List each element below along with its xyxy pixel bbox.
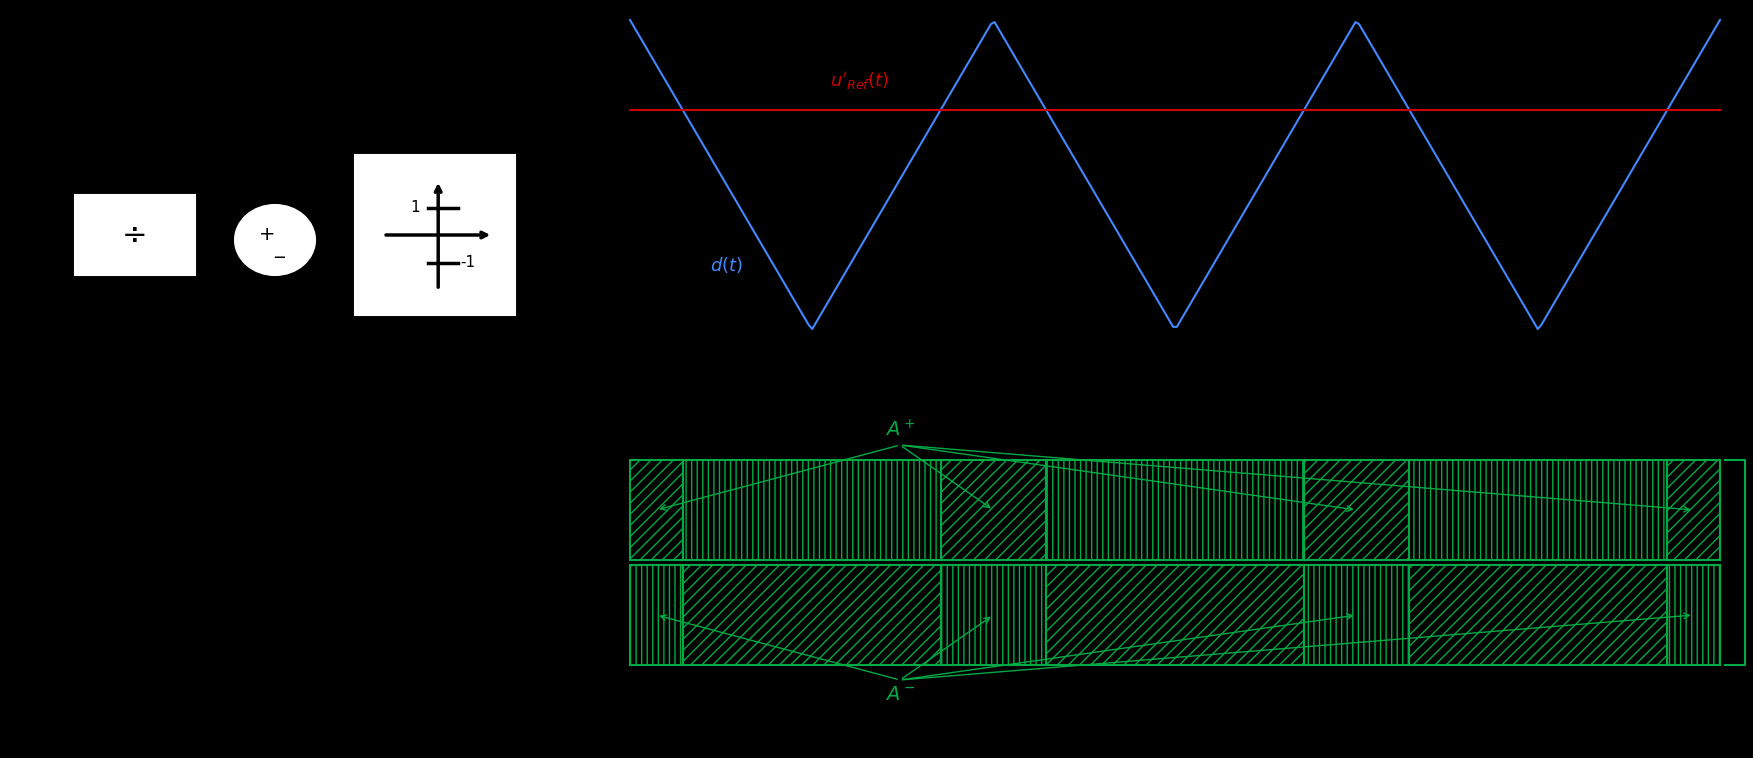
Text: +: + <box>259 224 275 243</box>
Bar <box>1047 460 1304 560</box>
Bar <box>1667 460 1720 560</box>
Bar <box>1409 565 1667 665</box>
Bar <box>941 460 1047 560</box>
Bar <box>941 565 1047 665</box>
Bar <box>682 565 941 665</box>
Bar <box>629 460 682 560</box>
Bar <box>1667 565 1720 665</box>
Text: _: _ <box>273 239 284 258</box>
Bar <box>356 155 515 315</box>
Bar <box>1409 460 1667 560</box>
Text: -1: -1 <box>461 255 475 270</box>
Bar <box>1047 565 1304 665</box>
Text: $A^-$: $A^-$ <box>885 685 915 704</box>
Bar <box>1304 460 1409 560</box>
Text: $u'_{Ref}(t)$: $u'_{Ref}(t)$ <box>829 70 889 92</box>
Text: $d(t)$: $d(t)$ <box>710 255 743 275</box>
Ellipse shape <box>235 205 316 275</box>
Bar <box>75 195 195 275</box>
Text: $A^+$: $A^+$ <box>885 418 915 440</box>
Bar <box>1304 565 1409 665</box>
Bar <box>682 460 941 560</box>
Text: ÷: ÷ <box>123 221 147 249</box>
Bar <box>629 565 682 665</box>
Text: 1: 1 <box>410 200 421 215</box>
